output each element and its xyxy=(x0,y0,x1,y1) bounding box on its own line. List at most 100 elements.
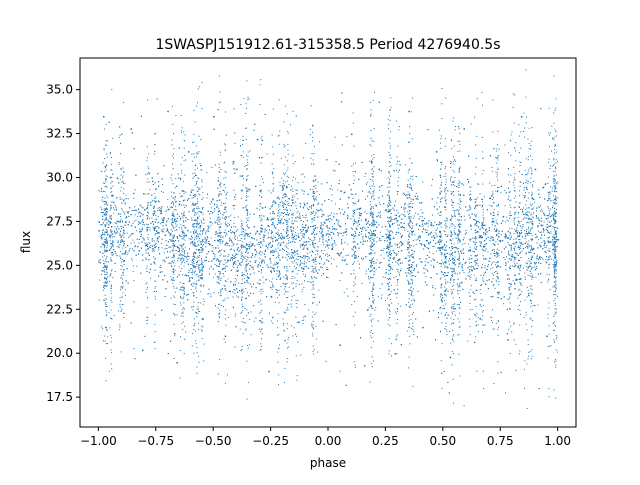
data-point xyxy=(504,259,506,260)
data-point xyxy=(220,236,222,238)
data-point xyxy=(193,262,195,264)
data-point xyxy=(448,247,450,248)
data-point xyxy=(127,198,129,200)
data-point xyxy=(346,228,348,230)
data-point xyxy=(425,231,427,233)
data-point xyxy=(441,259,443,261)
data-point xyxy=(386,248,388,250)
points-layer xyxy=(98,69,560,409)
data-point xyxy=(300,232,302,234)
data-point xyxy=(438,240,439,242)
data-point xyxy=(227,255,229,257)
data-point xyxy=(431,223,433,225)
data-point xyxy=(202,233,203,235)
data-point xyxy=(123,236,125,238)
data-point xyxy=(331,263,332,265)
data-point xyxy=(397,191,399,193)
data-point xyxy=(373,222,375,223)
data-point xyxy=(419,235,421,237)
data-point xyxy=(264,228,266,230)
data-point xyxy=(493,274,495,276)
data-point xyxy=(353,224,354,226)
data-point xyxy=(225,243,226,245)
data-point xyxy=(478,222,480,224)
data-point xyxy=(199,233,201,235)
data-point xyxy=(236,237,238,239)
data-point xyxy=(339,280,341,281)
data-point xyxy=(264,262,265,264)
data-point xyxy=(169,206,171,208)
data-point xyxy=(550,232,552,234)
data-point xyxy=(198,256,200,258)
data-point xyxy=(425,276,427,278)
data-point xyxy=(158,207,160,209)
data-point xyxy=(456,209,458,211)
data-point xyxy=(142,227,143,229)
data-point xyxy=(320,227,322,229)
data-point xyxy=(447,281,449,283)
data-point xyxy=(203,219,205,221)
data-point xyxy=(144,193,146,195)
data-point xyxy=(526,286,528,288)
data-point xyxy=(159,265,161,266)
data-point xyxy=(182,255,184,257)
data-point xyxy=(223,284,225,286)
data-point xyxy=(443,290,445,292)
data-point xyxy=(505,262,507,263)
data-point xyxy=(242,247,244,249)
data-point xyxy=(112,240,114,242)
data-point xyxy=(468,209,470,211)
data-point xyxy=(180,254,182,256)
data-point xyxy=(441,272,443,273)
data-point xyxy=(134,214,136,216)
data-point xyxy=(399,233,401,235)
data-point xyxy=(506,216,508,218)
data-point xyxy=(219,263,220,265)
data-point xyxy=(508,251,509,253)
data-point xyxy=(259,209,261,211)
data-point xyxy=(504,221,506,223)
data-point xyxy=(298,270,300,271)
data-point xyxy=(536,266,537,268)
data-point xyxy=(369,262,371,263)
data-point xyxy=(343,291,345,293)
data-point xyxy=(273,217,275,219)
data-point xyxy=(280,244,282,245)
data-point xyxy=(109,230,111,232)
data-point xyxy=(436,202,438,204)
data-point xyxy=(368,260,370,262)
data-point xyxy=(445,209,447,211)
data-point xyxy=(428,251,430,253)
data-point xyxy=(505,263,507,265)
data-point xyxy=(277,289,278,291)
data-point xyxy=(526,207,528,209)
data-point xyxy=(144,224,145,226)
data-point xyxy=(510,260,512,261)
data-point xyxy=(393,259,395,260)
data-point xyxy=(476,197,478,199)
data-point xyxy=(456,234,458,236)
data-point xyxy=(178,247,180,249)
data-point xyxy=(534,201,536,203)
data-point xyxy=(506,219,508,221)
data-point xyxy=(145,228,147,230)
data-point xyxy=(111,195,112,197)
data-point xyxy=(270,237,272,239)
data-point xyxy=(213,210,215,212)
data-point xyxy=(476,260,478,262)
data-point xyxy=(552,226,554,227)
data-point xyxy=(515,243,517,245)
data-point xyxy=(421,220,423,222)
data-point xyxy=(306,242,308,243)
data-point xyxy=(370,248,372,250)
data-point xyxy=(477,317,479,319)
data-point xyxy=(152,226,154,228)
data-point xyxy=(527,260,529,262)
data-point xyxy=(248,344,250,346)
data-point xyxy=(504,190,506,192)
data-point xyxy=(379,231,381,233)
data-point xyxy=(118,310,119,312)
data-point xyxy=(149,227,151,229)
data-point xyxy=(360,219,362,221)
data-point xyxy=(258,279,260,281)
